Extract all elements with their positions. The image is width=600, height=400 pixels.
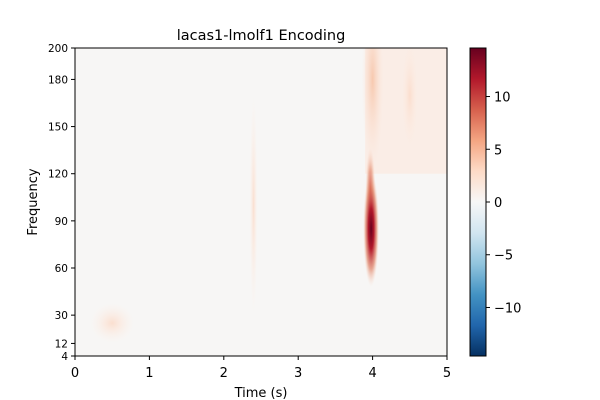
x-axis-label: Time (s) bbox=[234, 386, 288, 400]
x-tick-label: 1 bbox=[145, 366, 153, 381]
x-tick-label: 4 bbox=[368, 366, 376, 381]
y-tick-label: 90 bbox=[55, 216, 68, 228]
x-tick-label: 5 bbox=[443, 366, 451, 381]
x-tick-label: 2 bbox=[220, 366, 228, 381]
heatmap-feature bbox=[361, 48, 384, 170]
heatmap-features bbox=[90, 48, 447, 343]
colorbar-tick-label: −10 bbox=[494, 301, 521, 316]
y-tick-label: 200 bbox=[48, 43, 68, 55]
y-tick-label: 60 bbox=[55, 263, 68, 275]
y-tick-label: 120 bbox=[48, 169, 68, 181]
heatmap-feature bbox=[249, 95, 258, 316]
y-tick-label: 150 bbox=[48, 122, 68, 134]
x-tick-label: 0 bbox=[71, 366, 79, 381]
colorbar-tick-label: −5 bbox=[494, 249, 513, 264]
heatmap-feature bbox=[90, 303, 135, 343]
colorbar-tick-label: 10 bbox=[494, 91, 511, 106]
heatmap-feature bbox=[400, 48, 419, 156]
plot-frame bbox=[74, 47, 448, 357]
y-axis-label: Frequency bbox=[26, 168, 41, 235]
colorbar-tick-label: 0 bbox=[494, 196, 502, 211]
y-axis: 412 30 60 90 120 150 180 200 bbox=[48, 43, 75, 363]
chart-title: lacas1-lmolf1 Encoding bbox=[177, 28, 346, 44]
y-tick-label: 12 bbox=[55, 338, 68, 350]
colorbar: −10 −5 0 5 10 bbox=[469, 47, 521, 357]
colorbar-tick-label: 5 bbox=[494, 143, 502, 158]
colorbar-ticks: −10 −5 0 5 10 bbox=[486, 91, 521, 316]
x-axis: 0 1 2 3 4 5 bbox=[71, 356, 451, 381]
x-tick-label: 3 bbox=[294, 366, 302, 381]
heatmap-plot-area bbox=[74, 47, 448, 357]
heatmap-feature bbox=[363, 170, 380, 287]
colorbar-gradient bbox=[469, 47, 487, 357]
y-tick-label: 4 bbox=[61, 351, 68, 363]
y-tick-label: 30 bbox=[55, 310, 68, 322]
y-tick-label: 180 bbox=[48, 74, 68, 86]
